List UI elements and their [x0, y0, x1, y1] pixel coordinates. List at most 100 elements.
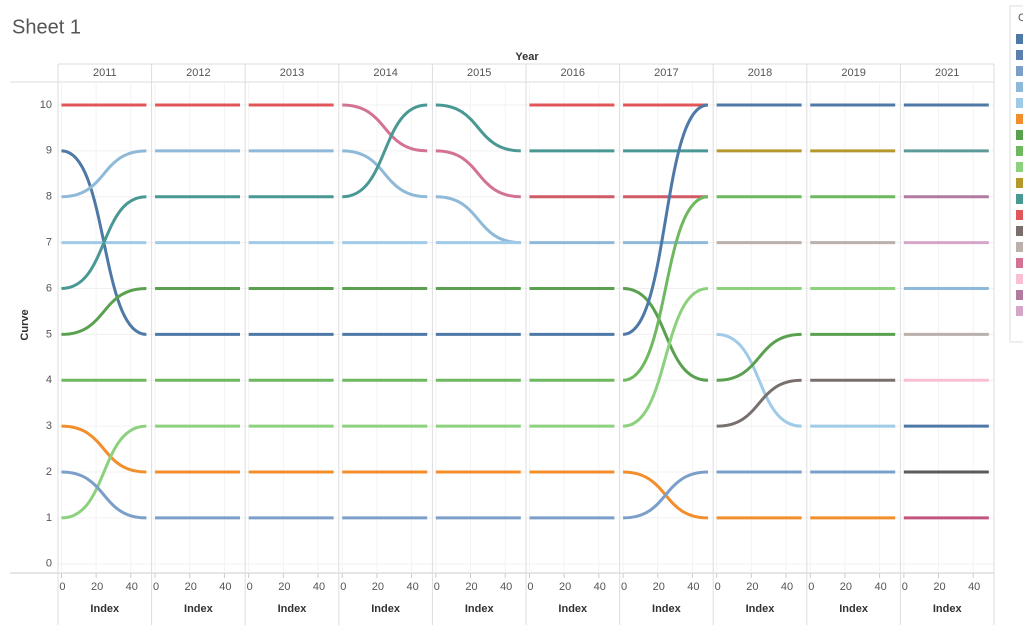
- bump-line: [622, 286, 709, 428]
- legend-swatch: [1016, 194, 1023, 204]
- bump-line: [342, 103, 428, 199]
- bump-line: [61, 424, 147, 520]
- column-label: 2013: [280, 67, 304, 79]
- x-tick-label: 40: [874, 581, 886, 593]
- x-tick-label: 0: [902, 581, 908, 593]
- y-tick-label: 10: [40, 99, 52, 111]
- legend-swatch: [1016, 226, 1023, 236]
- bump-line: [61, 149, 147, 199]
- bump-line: [342, 149, 428, 199]
- legend-swatch: [1016, 258, 1023, 268]
- x-tick-label: 0: [434, 581, 440, 593]
- column-label: 2012: [186, 67, 210, 79]
- legend-swatch: [1016, 242, 1023, 252]
- bump-line: [61, 286, 147, 336]
- x-tick-label: 40: [126, 581, 138, 593]
- bump-line: [622, 195, 709, 382]
- bump-line: [623, 470, 709, 520]
- legend-swatch: [1016, 178, 1023, 188]
- column-label: 2015: [467, 67, 491, 79]
- x-tick-label: 20: [746, 581, 758, 593]
- legend-swatch: [1016, 162, 1023, 172]
- x-tick-label: 0: [621, 581, 627, 593]
- legend-swatch: [1016, 82, 1023, 92]
- y-tick-label: 9: [46, 145, 52, 157]
- legend-swatch: [1016, 98, 1023, 108]
- legend-swatch: [1016, 274, 1023, 284]
- bump-line: [622, 286, 709, 382]
- bump-line: [61, 470, 147, 520]
- x-axis-title: Index: [746, 603, 776, 615]
- legend-swatch: [1016, 114, 1023, 124]
- x-tick-label: 40: [594, 581, 606, 593]
- legend-swatch: [1016, 50, 1023, 60]
- x-tick-label: 0: [59, 581, 65, 593]
- y-tick-label: 7: [46, 237, 52, 249]
- legend-title: C: [1018, 12, 1023, 24]
- bump-line: [716, 332, 802, 428]
- x-tick-label: 40: [219, 581, 231, 593]
- x-axis-title: Index: [465, 603, 495, 615]
- x-tick-label: 20: [840, 581, 852, 593]
- y-tick-label: 4: [46, 374, 52, 386]
- column-label: 2021: [935, 67, 959, 79]
- y-tick-label: 0: [46, 558, 52, 570]
- legend-swatch: [1016, 290, 1023, 300]
- bump-line: [716, 378, 802, 428]
- column-title: Year: [515, 51, 539, 63]
- x-tick-label: 20: [91, 581, 103, 593]
- bump-line: [622, 103, 709, 336]
- bump-line: [61, 195, 147, 290]
- x-axis-title: Index: [184, 603, 214, 615]
- x-axis-title: Index: [558, 603, 588, 615]
- x-tick-label: 0: [808, 581, 814, 593]
- x-tick-label: 0: [247, 581, 253, 593]
- x-tick-label: 20: [185, 581, 197, 593]
- legend-swatch: [1016, 146, 1023, 156]
- x-axis-title: Index: [652, 603, 682, 615]
- column-label: 2019: [841, 67, 865, 79]
- x-tick-label: 0: [340, 581, 346, 593]
- x-tick-label: 40: [500, 581, 512, 593]
- bump-line: [435, 103, 521, 153]
- x-tick-label: 0: [527, 581, 533, 593]
- x-tick-label: 20: [372, 581, 384, 593]
- column-label: 2016: [561, 67, 585, 79]
- x-tick-label: 20: [653, 581, 665, 593]
- x-tick-label: 40: [781, 581, 793, 593]
- x-axis-title: Index: [933, 603, 963, 615]
- y-tick-label: 3: [46, 420, 52, 432]
- legend-swatch: [1016, 130, 1023, 140]
- x-axis-title: Index: [371, 603, 401, 615]
- x-axis-title: Index: [839, 603, 869, 615]
- x-tick-label: 40: [313, 581, 325, 593]
- y-axis-title: Curve: [19, 309, 31, 340]
- legend-swatch: [1016, 66, 1023, 76]
- x-tick-label: 20: [559, 581, 571, 593]
- y-tick-label: 5: [46, 328, 52, 340]
- x-tick-label: 40: [968, 581, 980, 593]
- x-tick-label: 0: [715, 581, 721, 593]
- x-tick-label: 20: [933, 581, 945, 593]
- x-tick-label: 0: [153, 581, 159, 593]
- column-label: 2014: [373, 67, 397, 79]
- bump-line: [716, 332, 802, 382]
- x-tick-label: 40: [687, 581, 699, 593]
- y-tick-label: 6: [46, 282, 52, 294]
- column-label: 2018: [748, 67, 772, 79]
- column-label: 2011: [93, 67, 117, 79]
- x-axis-title: Index: [278, 603, 308, 615]
- x-tick-label: 20: [465, 581, 477, 593]
- sheet-title: Sheet 1: [12, 16, 81, 38]
- bump-line: [435, 195, 521, 245]
- legend-swatch: [1016, 210, 1023, 220]
- bump-line: [61, 424, 147, 474]
- bump-line: [435, 149, 521, 199]
- y-tick-label: 8: [46, 191, 52, 203]
- y-tick-label: 1: [46, 512, 52, 524]
- x-tick-label: 40: [406, 581, 418, 593]
- bump-line: [342, 103, 428, 153]
- legend-swatch: [1016, 34, 1023, 44]
